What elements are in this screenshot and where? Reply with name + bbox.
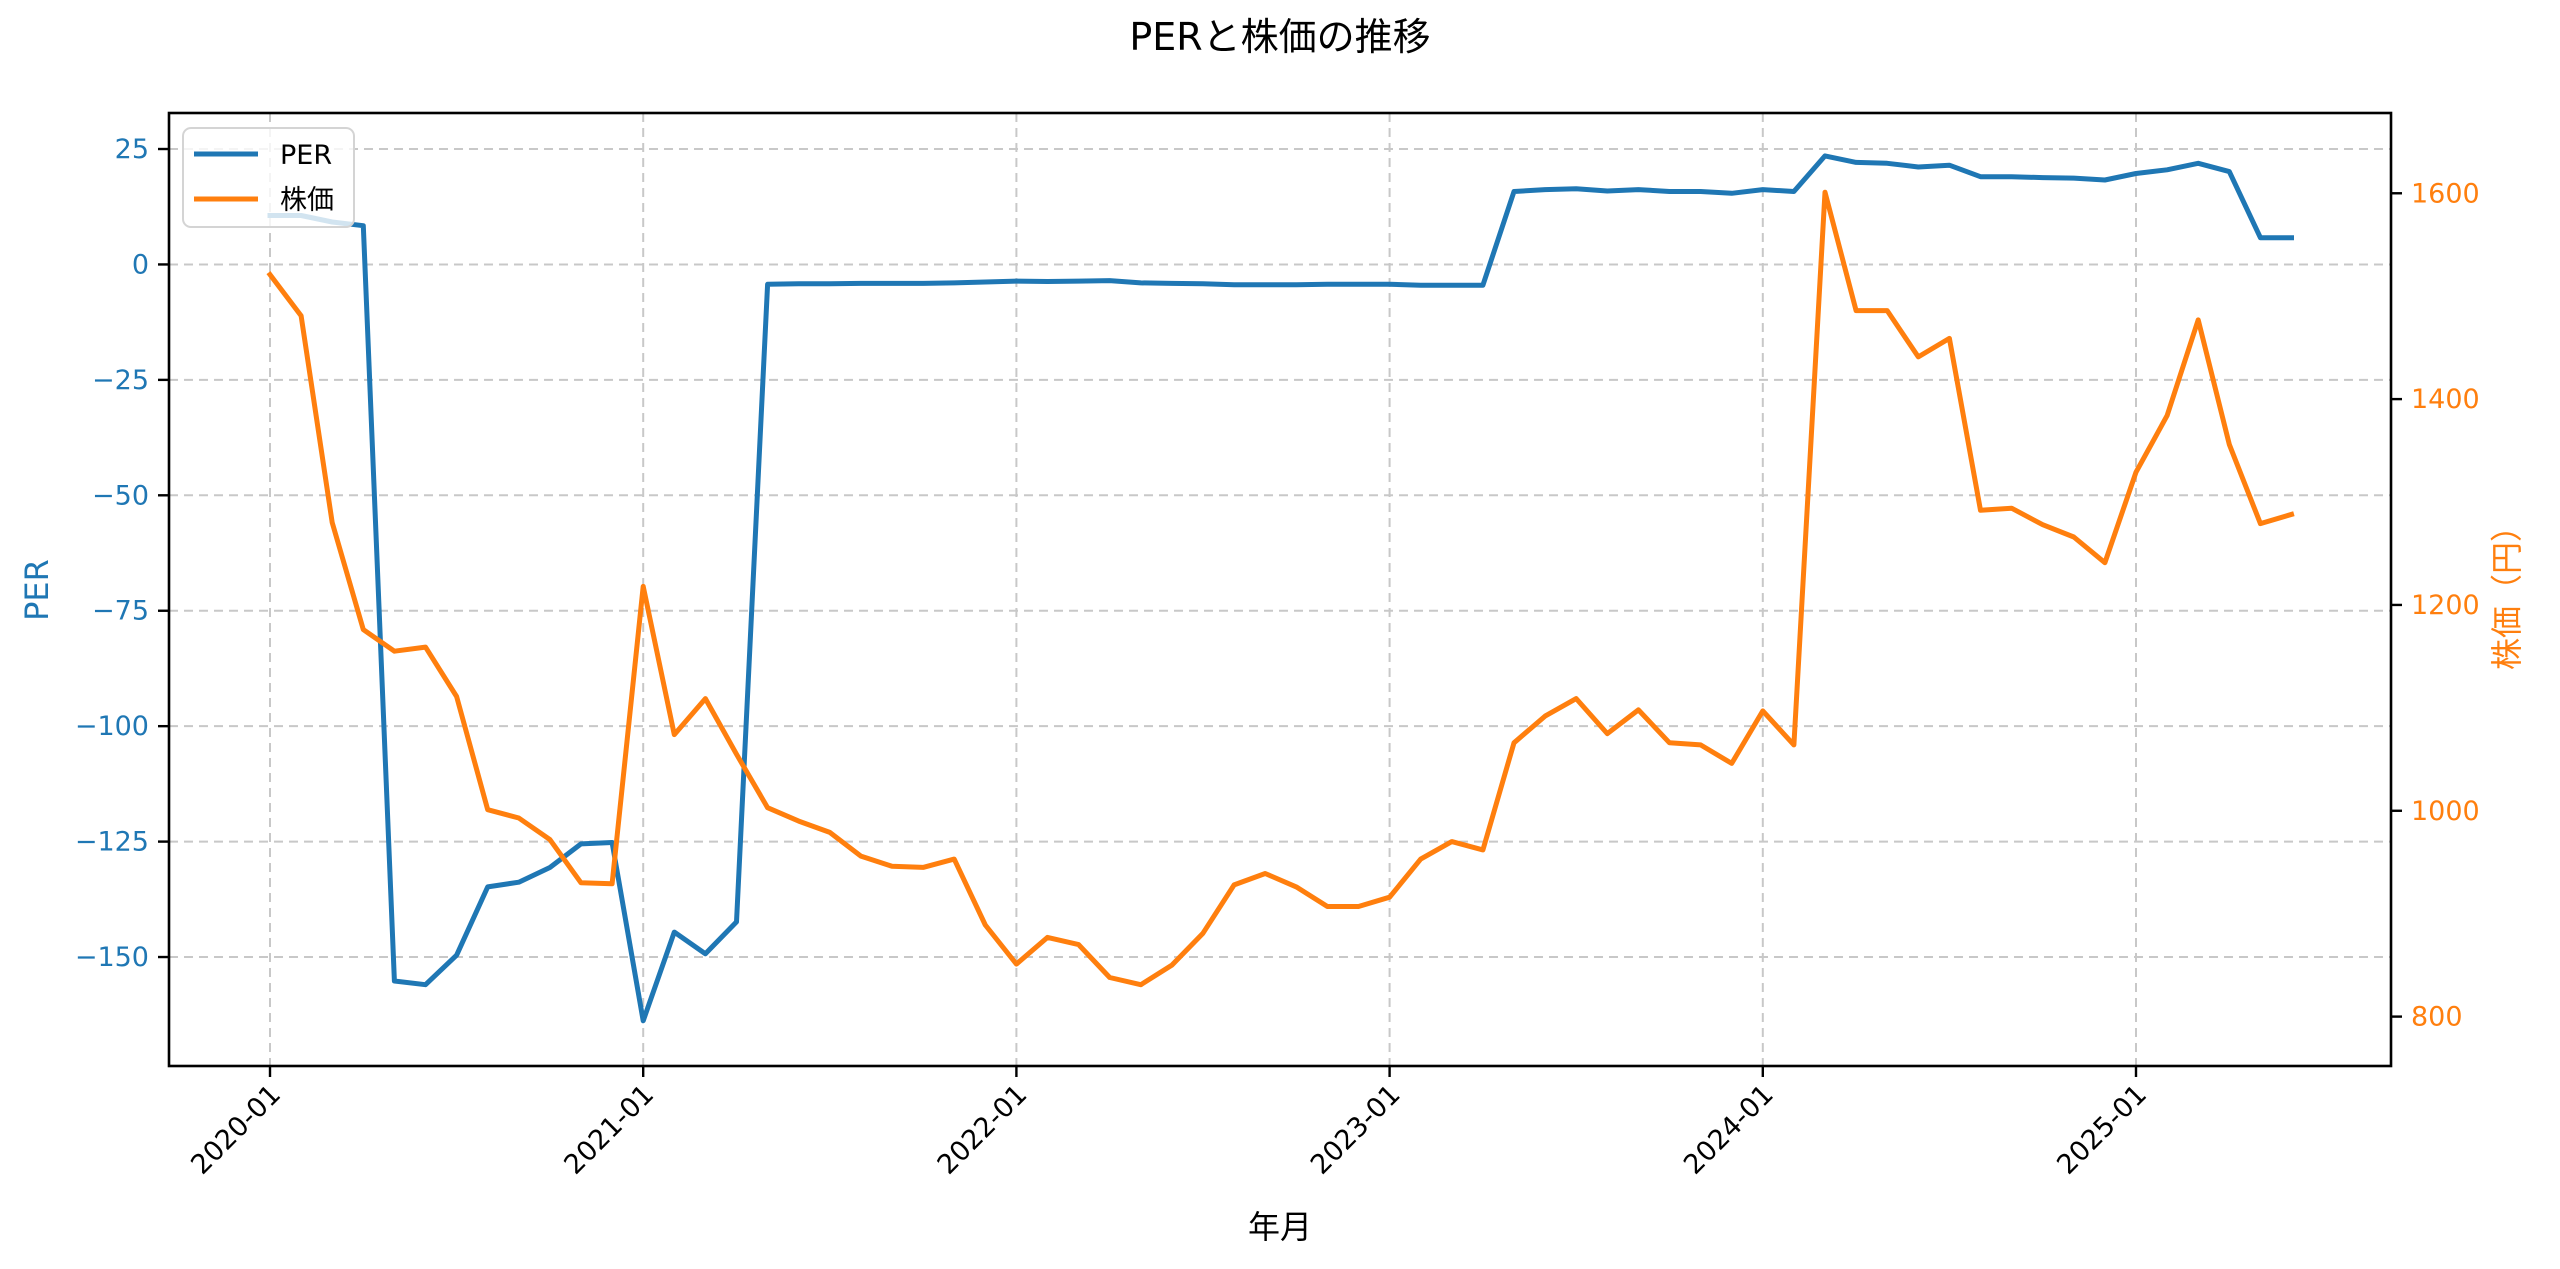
left-tick-label: −25 [92, 365, 149, 396]
left-tick-label: −75 [92, 596, 149, 627]
legend-price-label: 株価 [280, 185, 334, 216]
plot-area [266, 153, 2295, 1024]
price-line [266, 189, 2295, 988]
left-axis-label: PER [18, 559, 56, 621]
left-tick-label: 25 [115, 134, 149, 165]
right-tick-label: 1400 [2411, 384, 2480, 415]
right-tick-label: 1600 [2411, 178, 2480, 209]
per-line [267, 153, 2294, 1024]
right-tick-label: 800 [2411, 1002, 2463, 1033]
left-y-axis: 25 0 −25 −50 −75 −100 −125 −150 [75, 134, 169, 973]
right-axis-label: 株価（円） [2488, 510, 2526, 670]
left-tick-label: −50 [92, 480, 149, 511]
left-tick-label: −150 [75, 942, 149, 973]
left-tick-label: 0 [132, 249, 149, 280]
left-tick-label: −125 [75, 827, 149, 858]
axes-frame [167, 111, 2393, 1068]
grid-lines [169, 113, 2391, 1066]
chart-title: PERと株価の推移 [1129, 15, 1430, 59]
legend: PER 株価 [182, 127, 355, 228]
left-tick-label: −100 [75, 711, 149, 742]
x-axis-label: 年月 [1248, 1208, 1312, 1246]
legend-per-label: PER [280, 140, 332, 171]
right-y-axis: 1600 1400 1200 1000 800 [2391, 178, 2480, 1033]
right-tick-label: 1000 [2411, 796, 2480, 827]
right-tick-label: 1200 [2411, 590, 2480, 621]
